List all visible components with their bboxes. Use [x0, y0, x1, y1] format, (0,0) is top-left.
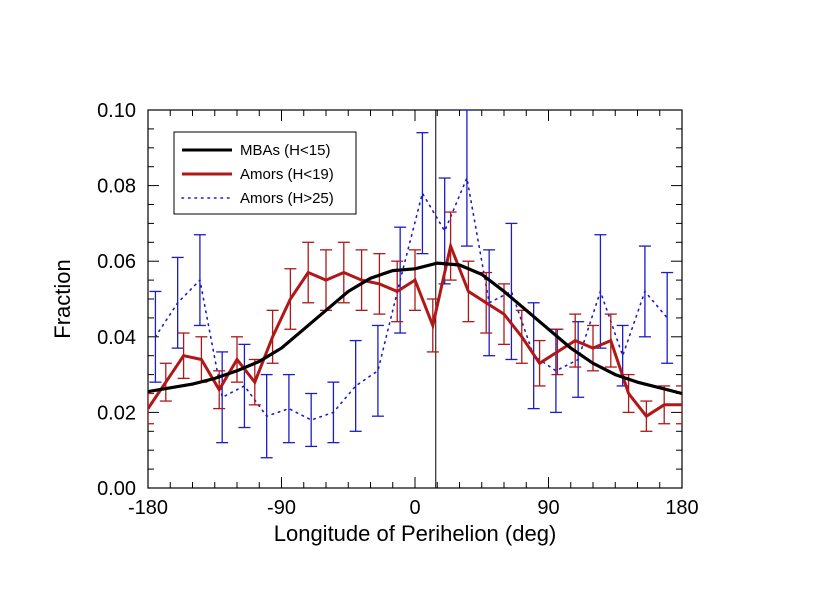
error-bar — [572, 321, 585, 398]
error-bar — [355, 249, 368, 311]
x-tick-label: -180 — [128, 497, 168, 519]
legend-label: Amors (H<19) — [240, 166, 334, 183]
error-bar — [149, 290, 162, 383]
plot-area: -180 -90 0 90 180 0.00 0.02 0.04 0.06 0.08 0.10 MBA… — [97, 100, 699, 519]
y-axis-title: Fraction — [50, 259, 75, 338]
error-bar — [549, 328, 562, 414]
error-bar — [302, 241, 315, 304]
y-tick-label: 0.10 — [97, 100, 136, 122]
error-bar — [515, 309, 528, 364]
error-bar — [661, 271, 674, 364]
error-bar — [260, 373, 273, 459]
error-bar — [460, 110, 473, 247]
error-bar — [349, 339, 362, 432]
error-bar — [327, 381, 340, 444]
legend-label: MBAs (H<15) — [240, 142, 330, 159]
error-bar — [416, 132, 429, 255]
error-bar — [216, 351, 229, 444]
error-bar — [248, 358, 261, 406]
y-tick-label: 0.08 — [97, 176, 136, 198]
x-tick-label: 0 — [409, 497, 420, 519]
error-bar — [284, 268, 297, 330]
x-tick-label: -90 — [267, 497, 296, 519]
error-bar — [498, 283, 510, 346]
error-bar — [676, 385, 682, 425]
error-bar — [622, 373, 635, 414]
error-bar — [282, 373, 295, 444]
error-bar — [658, 385, 671, 425]
legend: MBAs (H<15) Amors (H<19) Amors (H>25) — [173, 131, 357, 215]
error-bar — [569, 313, 582, 368]
error-bar — [337, 241, 350, 304]
error-bar — [231, 336, 243, 383]
error-bar — [177, 332, 190, 380]
error-bar — [594, 234, 607, 349]
error-bar — [409, 249, 421, 311]
error-bar — [148, 392, 154, 425]
series-0 — [148, 261, 682, 396]
error-bar — [638, 245, 651, 338]
error-bar — [483, 249, 496, 357]
error-bar — [305, 392, 318, 448]
error-bar — [159, 362, 172, 402]
error-bar — [640, 400, 653, 432]
series-1 — [148, 211, 682, 432]
error-bar — [320, 249, 332, 311]
x-tick-label: 90 — [537, 497, 559, 519]
error-bar — [371, 324, 384, 417]
data-group — [148, 110, 682, 459]
error-bar — [171, 256, 184, 349]
error-bar — [462, 260, 475, 323]
x-axis-title: Longitude of Perihelion (deg) — [274, 521, 557, 546]
error-bar — [533, 339, 546, 387]
error-bar — [394, 226, 407, 334]
error-bar — [426, 298, 439, 353]
series-line — [148, 261, 682, 396]
error-bar — [373, 252, 386, 315]
error-bar — [238, 343, 251, 429]
y-tick-label: 0.04 — [97, 327, 136, 349]
error-bar — [604, 313, 617, 368]
y-tick-label: 0.06 — [97, 251, 136, 273]
y-tick-label: 0.02 — [97, 402, 136, 424]
error-bar — [480, 271, 493, 334]
error-bar — [193, 234, 206, 327]
error-bar — [444, 211, 457, 281]
y-tick-label: 0.00 — [97, 478, 136, 500]
legend-label: Amors (H>25) — [240, 190, 334, 207]
error-bar — [505, 222, 518, 361]
series-2 — [149, 110, 674, 459]
series-line — [154, 175, 669, 421]
x-tick-label: 180 — [665, 497, 698, 519]
